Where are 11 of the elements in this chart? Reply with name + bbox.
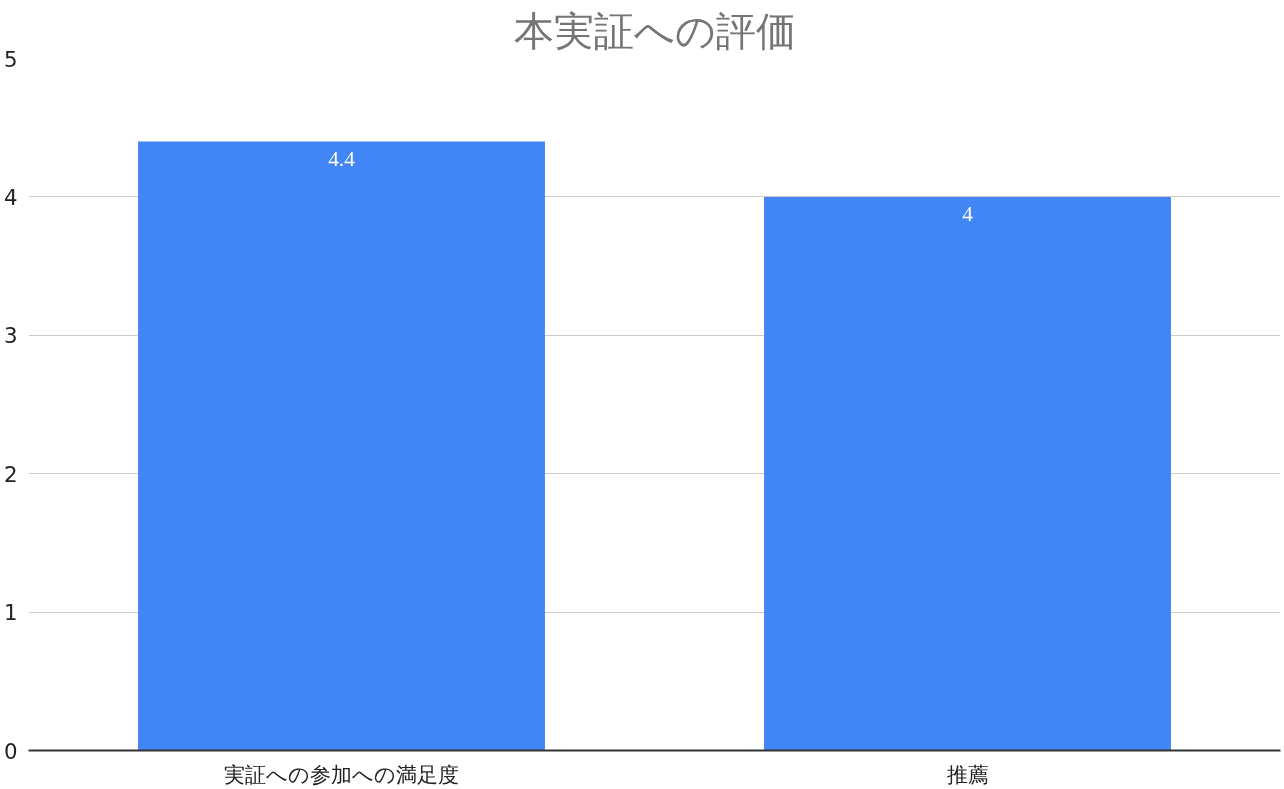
- y-tick-label: 3: [3, 323, 18, 349]
- data-label: 4.4: [328, 146, 356, 171]
- y-tick-label: 2: [3, 461, 18, 487]
- chart-title: 本実証への評価: [513, 7, 796, 54]
- y-tick-label: 4: [3, 184, 18, 210]
- y-tick-label: 1: [3, 600, 18, 626]
- x-tick-label: 実証への参加への満足度: [224, 761, 459, 787]
- data-label: 4: [962, 201, 974, 226]
- y-tick-label: 0: [3, 738, 18, 764]
- x-tick-label: 推薦: [946, 761, 989, 787]
- y-tick-label: 5: [3, 46, 18, 72]
